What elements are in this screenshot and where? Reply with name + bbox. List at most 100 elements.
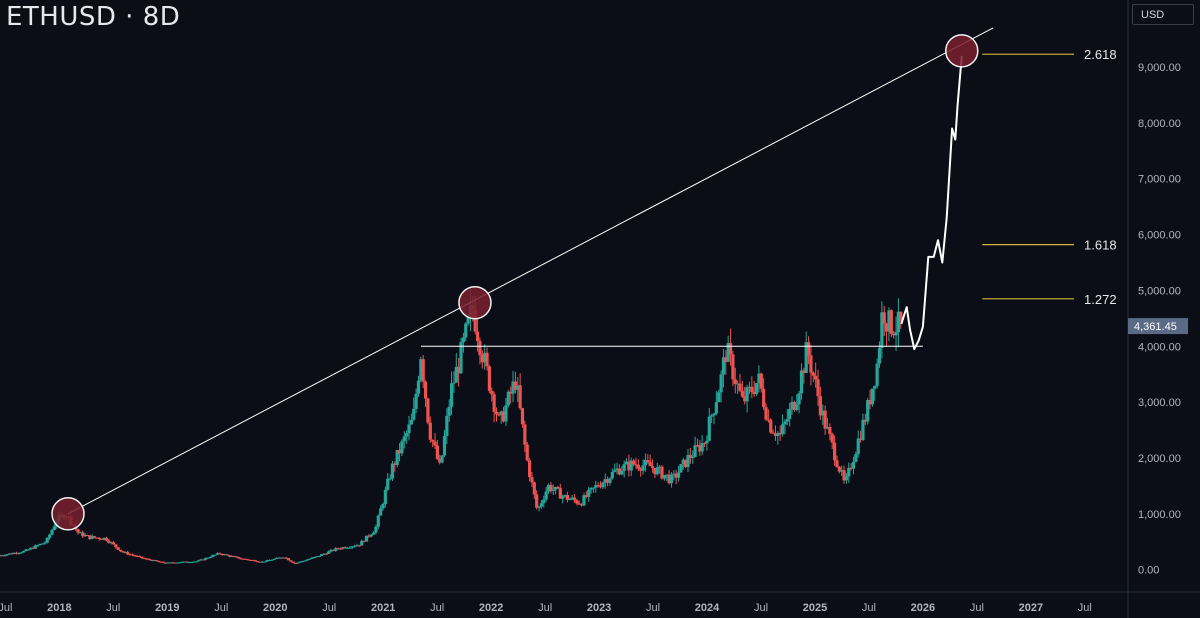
fib-level-label: 1.618 [1084, 238, 1117, 253]
candle-body [549, 484, 553, 491]
candle-body [788, 409, 792, 420]
candle-body [589, 487, 593, 490]
price-tick-label: 6,000.00 [1138, 230, 1181, 242]
time-tick-label: 2027 [1019, 602, 1043, 614]
candle-body [795, 404, 799, 410]
fib-level-label: 2.618 [1084, 47, 1117, 62]
candle-body [315, 556, 319, 558]
candle-body [617, 468, 622, 475]
candle-body [0, 555, 4, 557]
candle-body [170, 562, 175, 564]
touch-point-marker [51, 497, 85, 531]
candle-body [811, 372, 815, 376]
candle-body [168, 562, 172, 564]
candle-body [688, 455, 692, 459]
candle-body [485, 352, 489, 367]
time-tick-label: 2020 [263, 602, 287, 614]
last-price-label: 4,361.45 [1134, 321, 1177, 333]
candle-body [556, 486, 560, 489]
currency-button[interactable]: USD [1132, 4, 1194, 25]
candle-body [253, 560, 257, 562]
candle-body [511, 381, 515, 394]
candle-body [40, 543, 45, 545]
candle-body [249, 559, 253, 561]
candle-body [783, 421, 787, 425]
candle-body [565, 495, 570, 500]
candle-body [178, 562, 182, 564]
candle-body [598, 486, 603, 488]
candle-body [407, 424, 411, 434]
candle-body [397, 450, 402, 454]
candle-body [296, 562, 300, 564]
candle-body [45, 537, 49, 543]
candle-body [213, 554, 217, 556]
candle-body [102, 537, 106, 540]
candle-body [882, 312, 886, 324]
candle-body [745, 387, 749, 402]
candle-body [776, 432, 780, 436]
candle-body [26, 549, 30, 551]
candle-body [166, 562, 170, 564]
candle-body [851, 461, 856, 469]
candle-body [648, 462, 652, 467]
candle-body [239, 558, 243, 560]
candle-body [710, 415, 714, 417]
price-tick-label: 4,000.00 [1138, 341, 1181, 353]
candle-body [539, 503, 544, 507]
candle-body [804, 342, 808, 373]
candle-body [875, 363, 879, 386]
candle-body [601, 482, 605, 488]
candle-body [610, 471, 614, 479]
candle-body [38, 543, 42, 546]
candle-body [196, 560, 201, 562]
fib-level-label: 1.272 [1084, 292, 1117, 307]
candle-body [733, 379, 737, 385]
candle-body [490, 390, 494, 395]
candle-body [388, 478, 392, 480]
candle-body [175, 562, 179, 564]
candle-body [457, 366, 461, 374]
time-axis: Jul 2018 Jul 2019 Jul 2020 Jul 2021 Jul 2022 Jul 20… [0, 591, 1200, 614]
candle-body [173, 562, 177, 564]
candle-body [866, 400, 870, 422]
touch-point-marker [458, 285, 492, 320]
candle-body [785, 419, 789, 422]
candle-body [5, 554, 9, 556]
candle-body [48, 534, 52, 538]
candle-body [199, 559, 203, 561]
candle-body [752, 392, 756, 394]
candle-body [431, 439, 435, 442]
time-tick-label: Jul [0, 602, 12, 614]
candle-body [627, 461, 631, 471]
candle-body [653, 468, 657, 475]
candle-body [204, 557, 208, 560]
candle-body [844, 476, 848, 481]
candle-body [379, 508, 383, 516]
candle-body [447, 406, 451, 416]
candle-body [686, 455, 690, 467]
candle-body [237, 556, 241, 559]
last-price-tag [1128, 318, 1188, 335]
time-tick-label: 2021 [371, 602, 395, 614]
candle-body [381, 503, 385, 509]
candle-body [232, 556, 236, 558]
candle-body [509, 391, 513, 394]
candle-body [896, 311, 901, 333]
candle-body [792, 401, 796, 410]
candle-body [29, 547, 33, 550]
candle-body [501, 411, 506, 422]
candle-body [400, 441, 404, 454]
candle-body [676, 472, 681, 478]
candle-body [877, 347, 882, 364]
candle-body [771, 432, 775, 434]
candle-body [634, 464, 638, 466]
candle-body [520, 408, 525, 425]
candle-body [10, 553, 14, 555]
candle-body [12, 552, 16, 554]
candle-body [636, 464, 640, 469]
candle-body [613, 470, 617, 472]
candle-body [277, 557, 281, 559]
candle-body [348, 547, 352, 549]
touch-point-marker [945, 34, 979, 68]
